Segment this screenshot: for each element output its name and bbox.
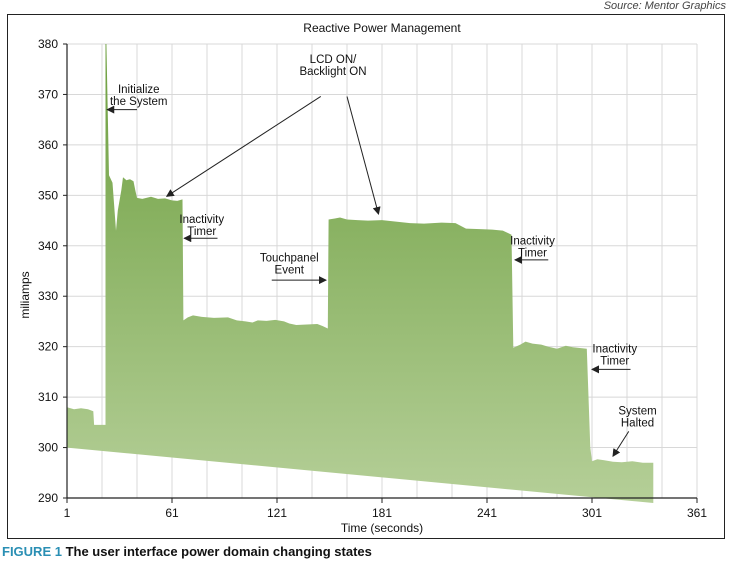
axes bbox=[63, 43, 698, 503]
annotation-text: Inactivity bbox=[179, 214, 224, 226]
caption-text: The user interface power domain changing… bbox=[61, 544, 372, 559]
annotation-text: Backlight ON bbox=[299, 66, 366, 78]
x-tick-label: 181 bbox=[372, 506, 392, 520]
figure-caption: FIGURE 1 The user interface power domain… bbox=[2, 544, 372, 559]
annotation-text: Inactivity bbox=[592, 344, 637, 356]
x-axis-label: Time (seconds) bbox=[341, 521, 423, 535]
figure-label: FIGURE 1 bbox=[2, 544, 62, 559]
y-tick-label: 310 bbox=[38, 390, 58, 404]
y-tick-label: 340 bbox=[38, 239, 58, 253]
y-tick-label: 300 bbox=[38, 441, 58, 455]
area-series bbox=[67, 44, 654, 503]
x-tick-label: 121 bbox=[267, 506, 287, 520]
y-tick-label: 350 bbox=[38, 188, 58, 202]
x-tick-label: 361 bbox=[687, 506, 707, 520]
annotation-arrow bbox=[346, 96, 381, 215]
y-tick-label: 320 bbox=[38, 340, 58, 354]
y-tick-label: 380 bbox=[38, 37, 58, 51]
x-tick-label: 61 bbox=[165, 506, 179, 520]
annotation-text: Event bbox=[275, 264, 305, 276]
annotation-text: the System bbox=[110, 96, 168, 108]
annotation-lcd-on: LCD ON/Backlight ON bbox=[165, 54, 381, 215]
annotation-text: Initialize bbox=[118, 84, 160, 96]
annotation-text: Timer bbox=[187, 226, 216, 238]
annotation-text: Touchpanel bbox=[260, 252, 319, 264]
source-credit: Source: Mentor Graphics bbox=[603, 0, 726, 12]
annotation-arrow bbox=[612, 431, 630, 457]
annotation-arrow bbox=[165, 96, 322, 197]
area-chart: Reactive Power Management 1 61 121 181 241 30… bbox=[18, 21, 707, 535]
annotation-text: Timer bbox=[518, 247, 547, 259]
annotation-text: LCD ON/ bbox=[310, 54, 357, 66]
area-series-0 bbox=[67, 44, 654, 503]
tick-labels: 1 61 121 181 241 301 361 290 300 310 320 330 340 350 3… bbox=[38, 37, 707, 520]
y-tick-label: 290 bbox=[38, 491, 58, 505]
x-tick-label: 301 bbox=[582, 506, 602, 520]
annotation-text: Halted bbox=[621, 417, 654, 429]
y-tick-label: 360 bbox=[38, 138, 58, 152]
y-axis-label: miliamps bbox=[18, 271, 32, 318]
annotation-text: Timer bbox=[600, 356, 629, 368]
y-tick-label: 330 bbox=[38, 289, 58, 303]
y-tick-label: 370 bbox=[38, 87, 58, 101]
annotation-text: Inactivity bbox=[510, 235, 555, 247]
chart-title: Reactive Power Management bbox=[303, 21, 461, 35]
x-tick-label: 241 bbox=[477, 506, 497, 520]
annotation-text: System bbox=[618, 405, 656, 417]
x-tick-label: 1 bbox=[64, 506, 71, 520]
